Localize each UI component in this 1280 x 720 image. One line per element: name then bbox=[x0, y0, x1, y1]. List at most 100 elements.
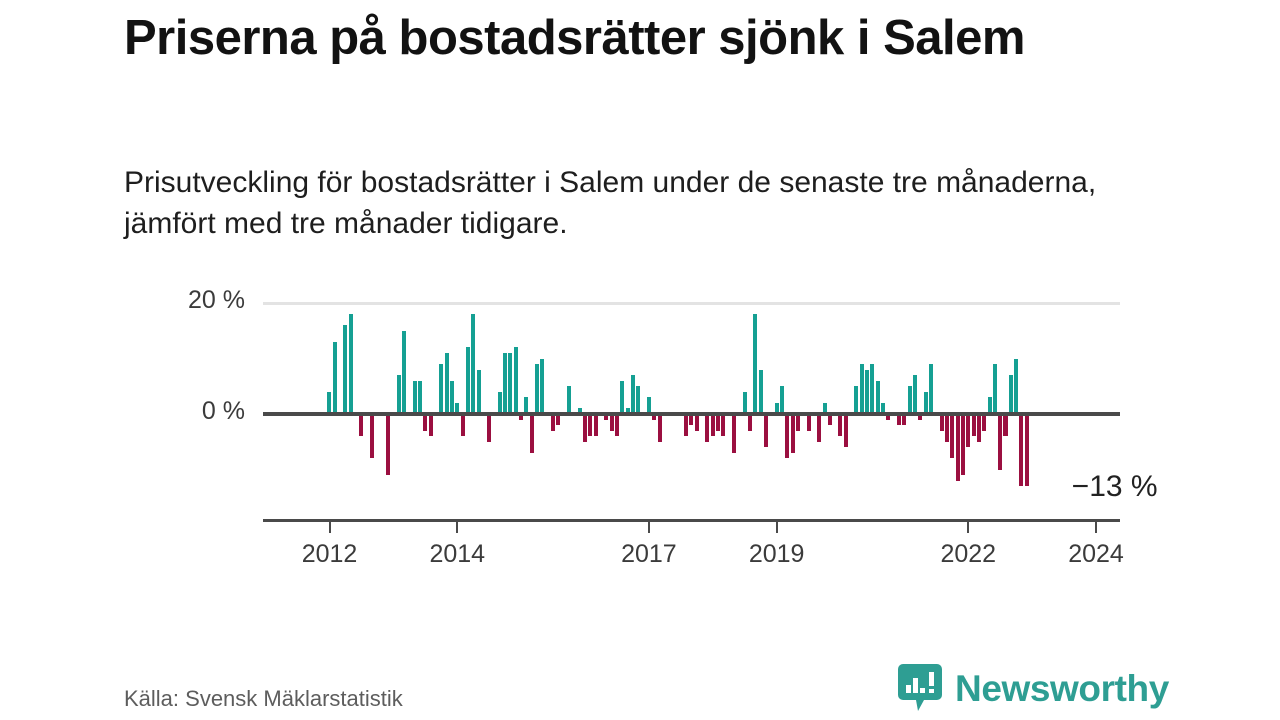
chart-bar bbox=[955, 414, 960, 481]
chart-bar bbox=[396, 375, 401, 414]
chart-bar bbox=[348, 314, 353, 414]
chart-bar bbox=[966, 414, 971, 448]
newsworthy-logo-icon bbox=[898, 664, 942, 711]
chart-bar bbox=[423, 414, 428, 431]
chart-bar bbox=[854, 386, 859, 414]
chart-bar bbox=[684, 414, 689, 437]
chart-bar bbox=[732, 414, 737, 453]
chart-bar bbox=[944, 414, 949, 442]
chart-bar bbox=[455, 402, 460, 414]
chart-bar bbox=[460, 414, 465, 437]
chart-bar bbox=[742, 391, 747, 414]
zero-line bbox=[263, 412, 1120, 416]
chart-bar bbox=[476, 369, 481, 414]
y-axis-label: 0 % bbox=[201, 397, 245, 425]
chart-bar bbox=[327, 391, 332, 414]
chart-bar bbox=[779, 386, 784, 414]
page-title: Priserna på bostadsrätter sjönk i Salem bbox=[124, 11, 1025, 65]
chart-bar bbox=[806, 414, 811, 431]
chart-bar bbox=[614, 414, 619, 437]
chart-bar bbox=[907, 386, 912, 414]
chart-bar bbox=[497, 391, 502, 414]
chart-bar bbox=[710, 414, 715, 437]
chart-bar bbox=[716, 414, 721, 431]
chart-bar bbox=[524, 397, 529, 414]
chart-bar bbox=[875, 380, 880, 414]
chart-bar bbox=[939, 414, 944, 431]
chart-bar bbox=[1024, 414, 1029, 487]
chart-bar bbox=[343, 325, 348, 414]
chart-bar bbox=[822, 402, 827, 414]
x-axis-label: 2024 bbox=[1068, 540, 1124, 568]
chart-bar bbox=[763, 414, 768, 448]
chart-bar bbox=[604, 414, 609, 420]
chart-bar bbox=[753, 314, 758, 414]
x-axis-tick bbox=[456, 522, 459, 533]
chart-bar bbox=[950, 414, 955, 459]
chart-bar bbox=[412, 380, 417, 414]
chart-bar bbox=[774, 402, 779, 414]
chart-bar bbox=[971, 414, 976, 437]
chart-bar bbox=[465, 347, 470, 414]
chart-bar bbox=[982, 414, 987, 431]
chart-bar bbox=[923, 391, 928, 414]
newsworthy-logo: Newsworthy bbox=[898, 664, 1169, 712]
chart-bar bbox=[881, 402, 886, 414]
chart-bar bbox=[503, 352, 508, 414]
chart-bar bbox=[551, 414, 556, 431]
chart-bar bbox=[817, 414, 822, 442]
chart-bar bbox=[646, 397, 651, 414]
source-caption: Källa: Svensk Mäklarstatistik bbox=[124, 686, 403, 711]
x-axis-tick bbox=[647, 522, 650, 533]
chart-bar bbox=[987, 397, 992, 414]
chart-bar bbox=[1008, 375, 1013, 414]
chart-bar bbox=[928, 364, 933, 414]
gridline-20 bbox=[263, 302, 1120, 305]
x-axis-label: 2012 bbox=[301, 540, 358, 568]
chart-bar bbox=[976, 414, 981, 442]
chart-bar bbox=[567, 386, 572, 414]
chart-bar bbox=[620, 380, 625, 414]
chart-bar bbox=[540, 358, 545, 414]
chart-bar bbox=[838, 414, 843, 437]
chart-bar bbox=[747, 414, 752, 431]
chart-bar bbox=[918, 414, 923, 420]
chart-bar bbox=[992, 364, 997, 414]
chart-bar bbox=[795, 414, 800, 431]
chart-bar bbox=[439, 364, 444, 414]
chart-bar bbox=[859, 364, 864, 414]
chart-bar bbox=[630, 375, 635, 414]
chart-bar bbox=[694, 414, 699, 431]
chart-bar bbox=[370, 414, 375, 459]
chart-bar bbox=[588, 414, 593, 437]
chart-bar bbox=[870, 364, 875, 414]
chart-bar bbox=[577, 408, 582, 414]
chart-bar bbox=[827, 414, 832, 426]
chart-bar bbox=[625, 408, 630, 414]
chart-bar bbox=[332, 341, 337, 414]
chart-bar bbox=[865, 369, 870, 414]
chart-bar bbox=[913, 375, 918, 414]
chart-bar bbox=[758, 369, 763, 414]
chart-bar bbox=[897, 414, 902, 426]
x-axis-tick bbox=[1095, 522, 1098, 533]
chart-bar bbox=[513, 347, 518, 414]
chart-bar bbox=[1003, 414, 1008, 437]
chart-bar bbox=[998, 414, 1003, 470]
y-axis-label: 20 % bbox=[188, 286, 245, 314]
x-axis-line bbox=[263, 519, 1120, 522]
chart-bar bbox=[417, 380, 422, 414]
chart-bar bbox=[652, 414, 657, 420]
chart-bar bbox=[386, 414, 391, 476]
chart-bar bbox=[785, 414, 790, 459]
chart-bar bbox=[359, 414, 364, 437]
chart-bar bbox=[886, 414, 891, 420]
chart-bar bbox=[843, 414, 848, 448]
chart-bar bbox=[609, 414, 614, 431]
chart-bar bbox=[519, 414, 524, 420]
chart-bar bbox=[790, 414, 795, 453]
chart-bar bbox=[582, 414, 587, 442]
x-axis-label: 2019 bbox=[748, 540, 805, 568]
chart-bar bbox=[449, 380, 454, 414]
